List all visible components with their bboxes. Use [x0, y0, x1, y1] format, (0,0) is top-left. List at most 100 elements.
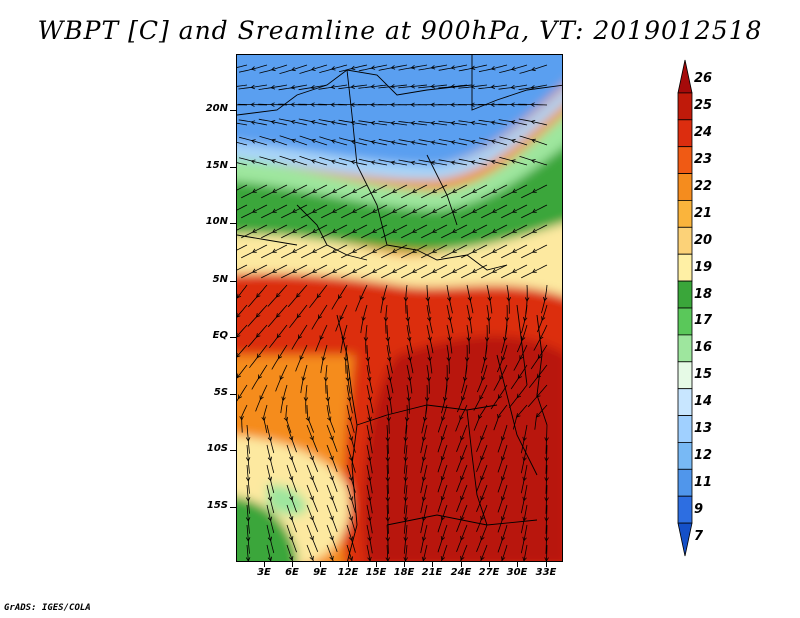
colorbar-box	[677, 226, 693, 255]
streamline-arrow-195	[296, 313, 302, 319]
streamline-arrow-33	[250, 102, 255, 107]
streamline-96	[237, 184, 248, 191]
streamline-222	[516, 324, 528, 353]
streamline-370	[286, 524, 297, 553]
streamline-arrow-167	[371, 268, 377, 273]
streamline-274	[285, 404, 292, 434]
country-border-1	[471, 84, 562, 111]
streamline-arrow-220	[484, 337, 490, 342]
streamline-arrow-92	[470, 160, 476, 165]
streamline-arrow-116	[311, 208, 317, 213]
streamline-arrow-148	[311, 248, 317, 253]
streamline-368	[246, 524, 250, 554]
streamline-arrow-5	[330, 66, 336, 71]
streamline-175	[521, 264, 548, 279]
streamline-arrow-269	[497, 394, 502, 400]
streamline-253	[493, 364, 508, 391]
streamline-arrow-87	[370, 160, 376, 165]
streamline-61	[478, 119, 508, 126]
streamline-arrow-54	[350, 120, 356, 126]
streamline-29	[478, 84, 508, 90]
streamline-arrow-7	[370, 65, 376, 70]
lat-tick	[230, 450, 236, 451]
streamline-arrow-395	[460, 555, 465, 561]
streamline-391	[386, 544, 389, 561]
streamline-316	[476, 444, 488, 472]
streamline-arrow-257	[259, 395, 264, 401]
streamline-309	[346, 444, 356, 473]
streamline-arrow-56	[390, 121, 395, 126]
streamline-arrow-102	[351, 188, 357, 193]
streamline-126	[501, 204, 528, 219]
streamline-arrow-203	[467, 316, 472, 322]
streamline-arrow-340	[329, 495, 334, 501]
streamline-arrow-238	[519, 355, 524, 361]
streamline-218	[446, 324, 453, 354]
streamline-189	[506, 284, 510, 314]
streamline-arrow-41	[410, 102, 415, 108]
streamline-95	[519, 156, 548, 166]
lat-tick	[230, 394, 236, 395]
streamline-83	[279, 155, 308, 166]
streamline-arrow-175	[531, 268, 537, 273]
streamline-arrow-230	[365, 357, 371, 362]
streamline-305	[266, 444, 275, 474]
streamline-arrow-286	[516, 413, 521, 418]
streamline-165	[321, 264, 348, 279]
streamline-arrow-27	[450, 84, 455, 89]
streamline-342	[366, 484, 373, 514]
streamline-arrow-363	[460, 515, 465, 521]
streamline-362	[437, 504, 448, 533]
streamline-86	[338, 157, 368, 166]
streamline-arrow-289	[267, 436, 273, 442]
streamline-arrow-260	[325, 397, 331, 402]
streamline-298	[437, 424, 448, 453]
colorbar-label: 7	[694, 528, 704, 544]
streamline-252	[476, 364, 488, 393]
streamline-180	[309, 284, 328, 309]
lon-tick	[432, 562, 433, 567]
streamline-195	[289, 304, 308, 329]
streamline-198	[360, 304, 368, 334]
streamline-31	[518, 84, 548, 90]
streamline-arrow-348	[480, 495, 485, 501]
streamline-36	[298, 103, 328, 106]
streamline-270	[508, 384, 528, 408]
streamline-64	[237, 142, 248, 146]
streamline-347	[456, 484, 468, 512]
streamline-68	[299, 135, 328, 146]
streamline-174	[501, 264, 528, 279]
streamline-arrow-300	[480, 435, 485, 441]
colorbar-box	[677, 415, 693, 443]
colorbar-label: 21	[694, 205, 713, 221]
streamline-131	[281, 224, 308, 239]
streamline-arrow-225	[256, 353, 262, 359]
streamline-116	[301, 204, 328, 219]
streamline-330	[437, 464, 448, 493]
streamline-145	[241, 244, 268, 259]
streamline-arrow-374	[367, 536, 372, 542]
streamline-arrow-58	[430, 121, 435, 126]
colorbar-label: 11	[694, 474, 713, 490]
streamline-arrow-44	[470, 102, 475, 107]
streamline-260	[326, 384, 331, 414]
streamline-arrow-273	[261, 416, 266, 422]
field-yellow-band	[237, 212, 562, 296]
streamline-266	[441, 384, 448, 414]
colorbar-label: 17	[694, 313, 713, 329]
streamline-147	[281, 244, 308, 259]
streamline-1	[239, 64, 268, 73]
streamline-arrow-69	[330, 139, 336, 144]
streamline-arrow-232	[407, 356, 412, 362]
streamline-7	[358, 64, 388, 72]
streamline-arrow-378	[440, 536, 446, 541]
streamline-317	[497, 444, 508, 473]
streamline-399	[545, 544, 548, 561]
streamline-arrow-70	[350, 139, 356, 145]
streamline-192	[237, 304, 248, 318]
streamline-144	[237, 244, 248, 251]
streamline-329	[420, 464, 428, 494]
streamline-72	[378, 138, 408, 146]
streamline-arrow-201	[426, 316, 432, 322]
streamline-243	[300, 364, 308, 394]
